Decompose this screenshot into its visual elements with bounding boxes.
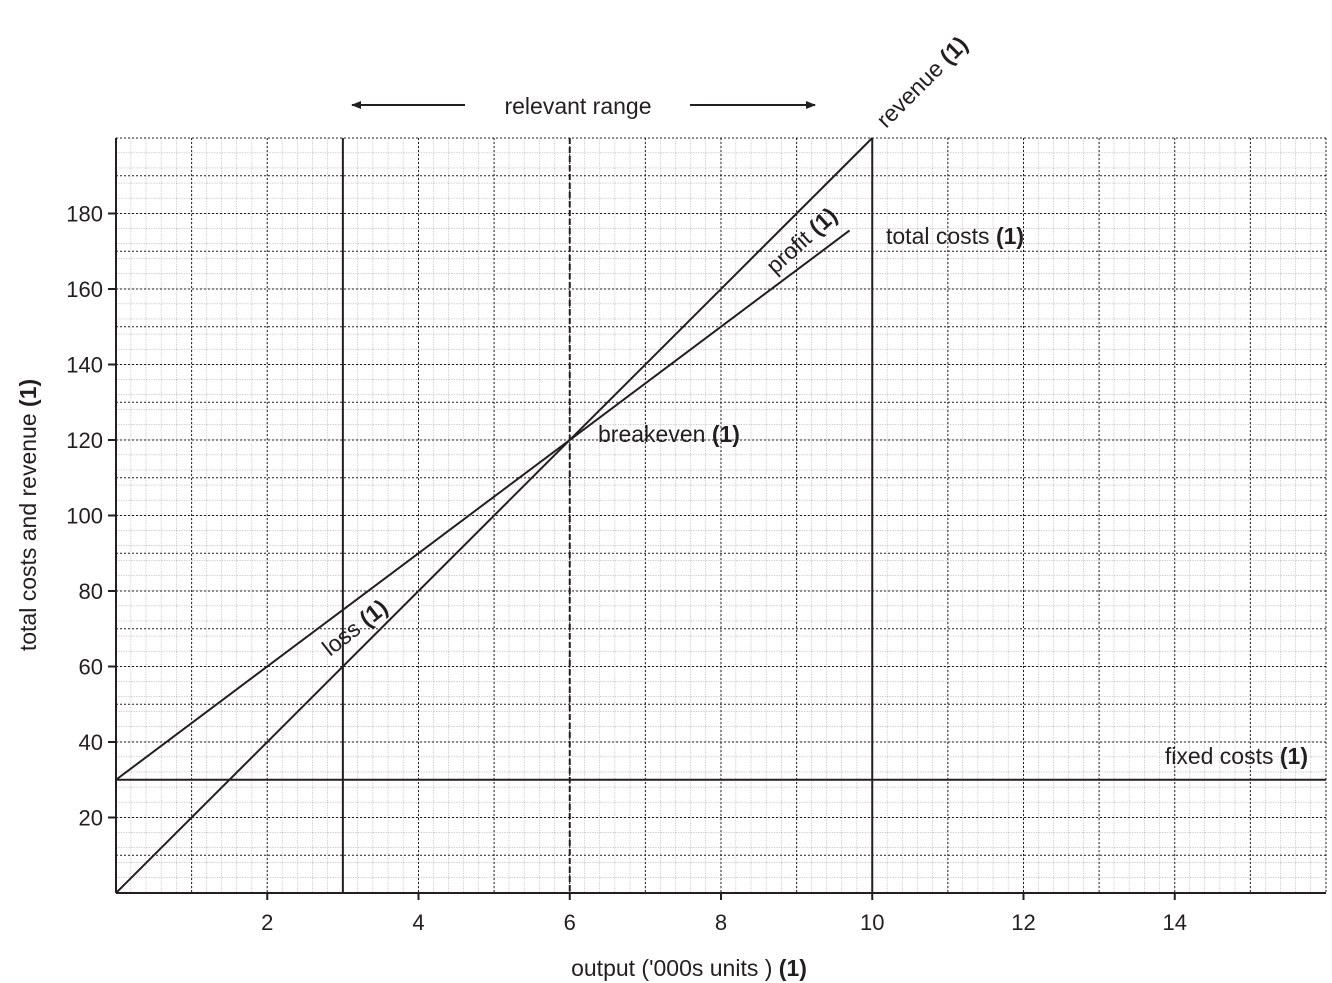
x-tick-label: 2 [261,910,273,935]
fixed-costs-label: fixed costs (1) [1165,743,1308,769]
y-tick-label: 20 [79,806,103,831]
y-tick-label: 40 [79,730,103,755]
revenue-line [115,137,873,894]
x-tick-label: 14 [1163,910,1187,935]
y-tick-label: 60 [79,655,103,680]
total-costs-line [115,229,851,781]
x-axis-label: output ('000s units ) (1) [571,955,807,981]
y-tick-label: 180 [66,202,103,227]
x-tick-label: 4 [412,910,424,935]
revenue-label: revenue (1) [871,31,973,133]
relevant-range-label: relevant range [504,93,651,119]
x-tick-label: 10 [860,910,884,935]
x-tick-label: 6 [564,910,576,935]
relevant-range-annotation: relevant range [351,93,816,119]
x-tick-labels: 2 4 6 8 10 12 14 [261,893,1187,935]
y-tick-labels: 20 40 60 80 100 120 140 160 180 [66,202,116,831]
y-tick-label: 100 [66,504,103,529]
x-tick-label: 8 [715,910,727,935]
x-tick-label: 12 [1011,910,1035,935]
y-tick-label: 160 [66,277,103,302]
breakeven-label: breakeven (1) [598,421,740,447]
series-lines [115,137,1326,894]
y-tick-label: 140 [66,353,103,378]
vertical-reference-lines [341,138,874,893]
y-tick-label: 80 [79,579,103,604]
y-axis-label: total costs and revenue (1) [15,379,41,651]
y-tick-label: 120 [66,428,103,453]
total-costs-label: total costs (1) [886,223,1024,249]
